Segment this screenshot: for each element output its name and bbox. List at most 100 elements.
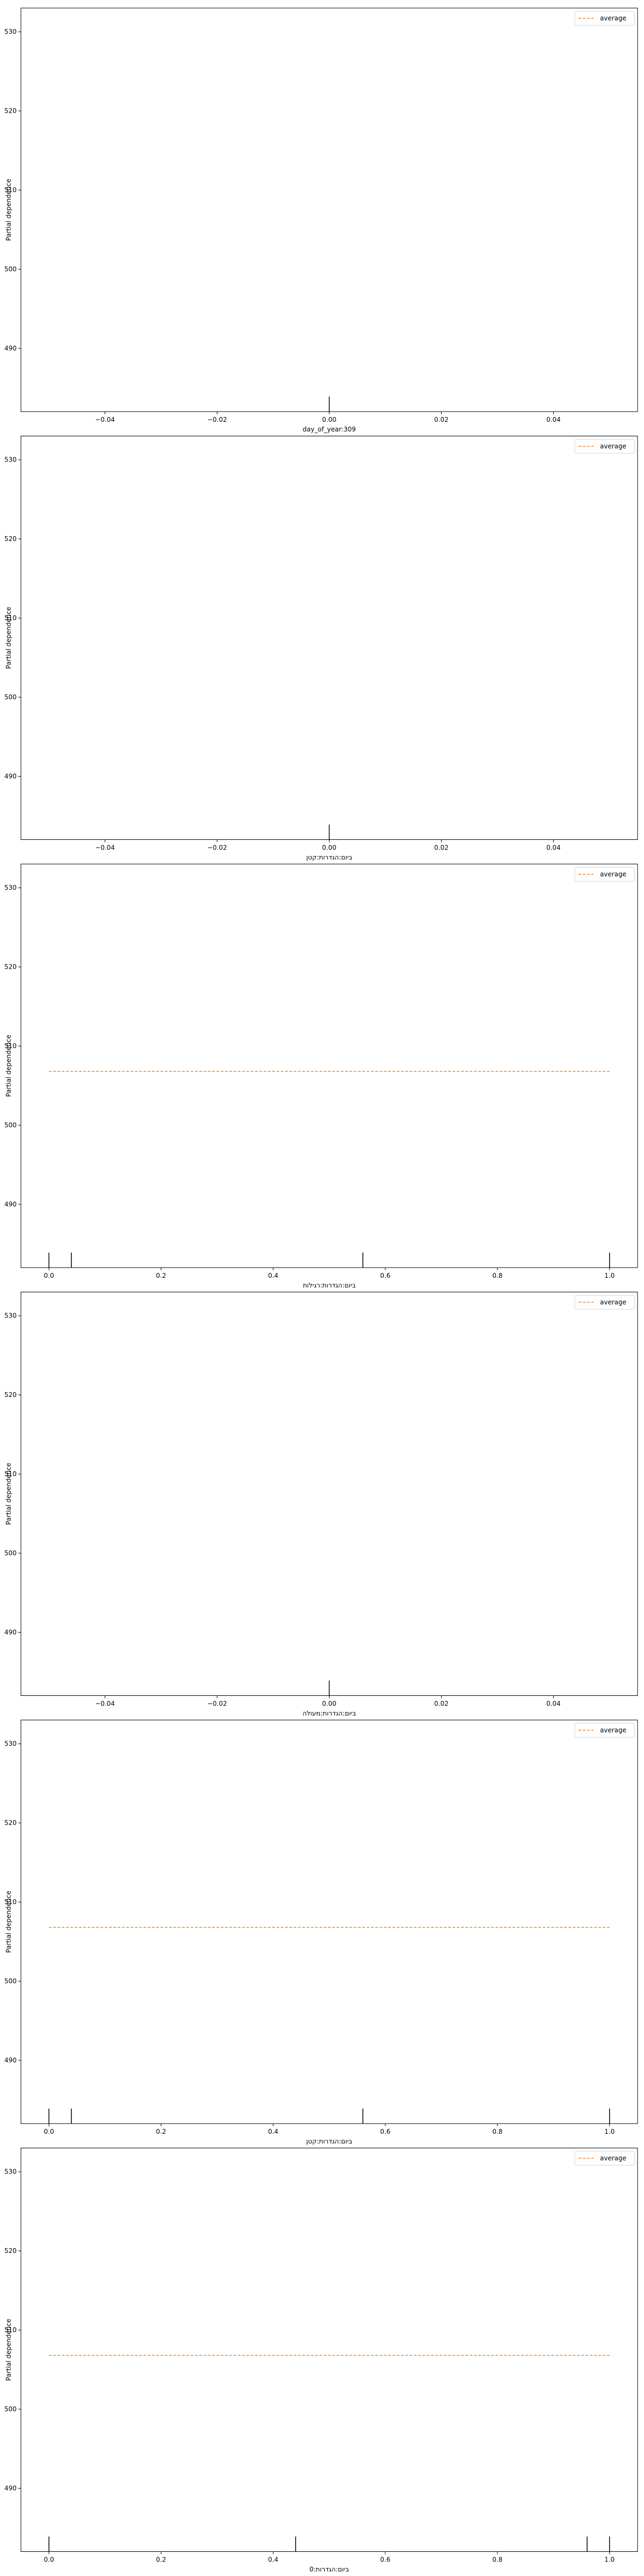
y-tick-label: 490 xyxy=(4,345,17,352)
legend-label: average xyxy=(600,1726,626,1734)
axes-frame xyxy=(20,436,638,840)
legend: average xyxy=(574,2151,635,2165)
x-tick-label: 0.04 xyxy=(546,844,561,852)
y-tick-label: 490 xyxy=(4,773,17,780)
y-tick-label: 530 xyxy=(4,1740,17,1747)
y-tick-label: 490 xyxy=(4,2485,17,2492)
axes-frame xyxy=(20,8,638,412)
x-tick-label: 0.6 xyxy=(380,2128,390,2135)
legend: average xyxy=(574,1723,635,1738)
y-tick-label: 520 xyxy=(4,535,17,543)
chart-panel-4: 490 500 510 520 530 −0.04 −0.02 0.00 0.02 0.04 ביו… xyxy=(4,1292,638,1717)
legend-label: average xyxy=(600,14,626,22)
x-tick-label: 0.02 xyxy=(434,844,449,852)
y-tick-label: 500 xyxy=(4,693,17,701)
chart-panel-6: 490 500 510 520 530 0.0 0.2 0.4 0.6 0.8 1.0 ביום:הג… xyxy=(4,2148,638,2573)
y-axis-label: Partial dependence xyxy=(5,1463,12,1525)
x-axis-label: ביום:הגדרות:קטן xyxy=(306,854,353,861)
x-tick-label: 0.4 xyxy=(268,2128,278,2135)
x-tick-label: −0.04 xyxy=(95,844,115,852)
chart-panel-3: 490 500 510 520 530 0.0 0.2 0.4 0.6 0.8 1.0 ביום:הג… xyxy=(4,863,638,1289)
chart-panel-5: 490 500 510 520 530 0.0 0.2 0.4 0.6 0.8 1.0 ביום:הג… xyxy=(4,1719,638,2145)
legend-label: average xyxy=(600,2155,626,2162)
x-tick-label: −0.04 xyxy=(95,1700,115,1708)
x-tick-label: −0.02 xyxy=(207,416,227,423)
x-tick-label: 0.2 xyxy=(156,2556,166,2564)
x-tick-label: 0.04 xyxy=(546,1700,561,1708)
y-tick-label: 490 xyxy=(4,2057,17,2064)
y-tick-label: 510 xyxy=(4,1042,17,1050)
x-tick-label: 0.02 xyxy=(434,1700,449,1708)
legend-box xyxy=(574,867,635,882)
legend-box xyxy=(574,11,635,26)
axes-frame xyxy=(20,1719,638,2124)
x-axis-label: day_of_year:309 xyxy=(303,426,356,433)
y-tick-label: 500 xyxy=(4,1549,17,1557)
x-tick-label: 0.6 xyxy=(380,2556,390,2564)
x-tick-label: 0.6 xyxy=(380,1272,390,1279)
y-tick-label: 530 xyxy=(4,884,17,891)
y-axis-label: Partial dependence xyxy=(5,1035,12,1097)
y-tick-label: 510 xyxy=(4,1898,17,1906)
y-tick-label: 500 xyxy=(4,2405,17,2413)
y-tick-label: 500 xyxy=(4,1122,17,1129)
y-axis-label: Partial dependence xyxy=(5,607,12,669)
y-tick-label: 510 xyxy=(4,614,17,622)
y-axis-label: Partial dependence xyxy=(5,1891,12,1953)
y-tick-label: 520 xyxy=(4,107,17,115)
x-tick-label: 1.0 xyxy=(604,2556,614,2564)
y-tick-label: 510 xyxy=(4,1470,17,1478)
legend-box xyxy=(574,2151,635,2165)
chart-panel-2: 490 500 510 520 530 −0.04 −0.02 0.00 0.02 0.04 ביו… xyxy=(4,436,638,861)
legend-label: average xyxy=(600,443,626,450)
y-tick-label: 500 xyxy=(4,1978,17,1985)
x-tick-label: 0.0 xyxy=(44,2556,54,2564)
y-tick-label: 520 xyxy=(4,2247,17,2255)
x-tick-label: 0.00 xyxy=(322,844,336,852)
x-tick-label: 0.8 xyxy=(492,2128,502,2135)
y-tick-label: 490 xyxy=(4,1201,17,1208)
y-tick-label: 520 xyxy=(4,1819,17,1827)
x-tick-label: 0.4 xyxy=(268,2556,278,2564)
x-axis-label: ביום:הגדרות:רגילות xyxy=(303,1282,356,1289)
legend: average xyxy=(574,867,635,882)
x-tick-label: 0.02 xyxy=(434,416,449,423)
x-tick-label: 0.00 xyxy=(322,1700,336,1708)
axes-frame xyxy=(20,1292,638,1696)
x-tick-label: 1.0 xyxy=(604,1272,614,1279)
x-tick-label: −0.02 xyxy=(207,1700,227,1708)
y-tick-label: 530 xyxy=(4,2168,17,2176)
y-tick-label: 520 xyxy=(4,963,17,971)
x-tick-label: 0.4 xyxy=(268,1272,278,1279)
x-tick-label: 0.8 xyxy=(492,1272,502,1279)
x-axis-label: ביום:הגדרות:0 xyxy=(310,2566,349,2573)
legend-box xyxy=(574,1295,635,1309)
x-tick-label: −0.02 xyxy=(207,844,227,852)
x-axis-label: ביום:הגדרות:מעולה xyxy=(303,1710,356,1717)
axes-frame xyxy=(20,2148,638,2552)
x-tick-label: 0.2 xyxy=(156,2128,166,2135)
y-axis-label: Partial dependence xyxy=(5,179,12,241)
legend-label: average xyxy=(600,1299,626,1306)
x-tick-label: 0.0 xyxy=(44,1272,54,1279)
y-tick-label: 510 xyxy=(4,186,17,194)
y-tick-label: 530 xyxy=(4,456,17,464)
x-tick-label: 1.0 xyxy=(604,2128,614,2135)
y-tick-label: 530 xyxy=(4,28,17,35)
x-tick-label: −0.04 xyxy=(95,416,115,423)
legend-label: average xyxy=(600,870,626,878)
x-tick-label: 0.00 xyxy=(322,416,336,423)
chart-panel-1: 490 500 510 520 530 −0.04 −0.02 0.00 0.02 0.04 day… xyxy=(4,8,638,433)
x-tick-label: 0.04 xyxy=(546,416,561,423)
x-axis-label: ביום:הגדרות:קטן xyxy=(306,2138,353,2145)
legend: average xyxy=(574,1295,635,1309)
y-tick-label: 530 xyxy=(4,1312,17,1320)
y-tick-label: 490 xyxy=(4,1629,17,1636)
x-tick-label: 0.8 xyxy=(492,2556,502,2564)
y-tick-label: 520 xyxy=(4,1391,17,1399)
legend: average xyxy=(574,439,635,453)
legend: average xyxy=(574,11,635,26)
y-tick-label: 500 xyxy=(4,266,17,273)
y-tick-label: 510 xyxy=(4,2326,17,2334)
